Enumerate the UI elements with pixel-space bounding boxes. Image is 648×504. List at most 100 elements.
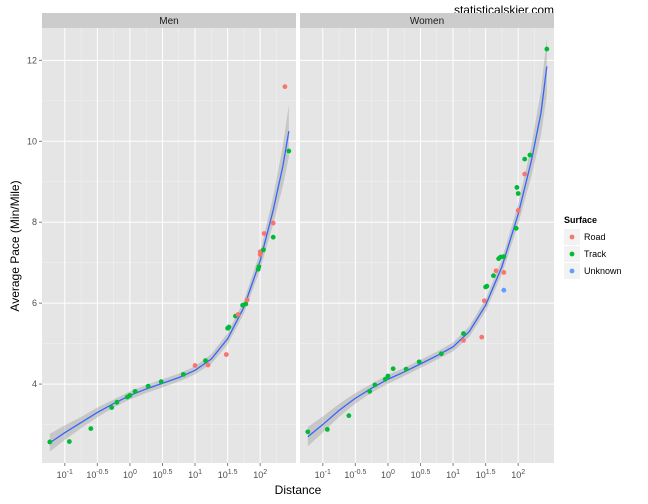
point-track bbox=[416, 359, 422, 365]
point-track bbox=[484, 283, 490, 289]
x-tick-label: 101.5 bbox=[218, 469, 238, 480]
point-track bbox=[114, 399, 120, 405]
x-tick-label: 100.5 bbox=[411, 469, 431, 480]
point-road bbox=[481, 298, 487, 304]
point-track bbox=[367, 388, 373, 394]
y-tick-label: 12 bbox=[27, 55, 37, 65]
y-tick-label: 6 bbox=[32, 298, 37, 308]
point-track bbox=[385, 373, 391, 379]
point-unknown bbox=[501, 287, 507, 293]
legend-key-unknown bbox=[569, 268, 575, 274]
point-road bbox=[493, 268, 499, 274]
point-track bbox=[461, 331, 466, 336]
x-axis-ticks: 10-1 10-0.5 100 100.5 101 101.5 102 bbox=[57, 463, 267, 480]
fit-line-path bbox=[49, 131, 290, 444]
point-road bbox=[461, 337, 466, 343]
data-points bbox=[305, 46, 550, 435]
point-track bbox=[522, 156, 528, 162]
gridlines bbox=[300, 28, 554, 463]
y-tick-label: 10 bbox=[27, 136, 37, 146]
confidence-band-area bbox=[49, 104, 289, 452]
x-tick-label: 102 bbox=[253, 469, 267, 480]
x-tick-label: 101.5 bbox=[476, 469, 496, 480]
point-track bbox=[203, 358, 208, 364]
data-points bbox=[47, 84, 292, 445]
point-road bbox=[515, 208, 521, 213]
point-track bbox=[47, 439, 53, 445]
point-track bbox=[491, 273, 496, 279]
point-road bbox=[261, 231, 267, 236]
legend-label-unknown: Unknown bbox=[584, 266, 622, 276]
point-track bbox=[270, 234, 276, 240]
point-track bbox=[127, 393, 133, 398]
point-track bbox=[256, 264, 262, 270]
x-tick-label: 102 bbox=[511, 469, 525, 480]
legend: Surface Road Track Unknown bbox=[564, 215, 622, 279]
smooth-fit-line bbox=[49, 131, 290, 444]
point-track bbox=[544, 46, 550, 52]
point-track bbox=[527, 152, 533, 158]
x-tick-label: 101 bbox=[188, 469, 202, 480]
point-road bbox=[192, 363, 198, 368]
point-track bbox=[261, 247, 266, 253]
x-tick-label: 100 bbox=[381, 469, 395, 480]
point-track bbox=[390, 366, 396, 372]
point-track bbox=[403, 366, 409, 372]
point-track bbox=[109, 405, 115, 410]
point-road bbox=[223, 352, 229, 357]
x-tick-label: 10-1 bbox=[315, 469, 331, 480]
point-track bbox=[66, 439, 72, 444]
point-road bbox=[479, 334, 485, 340]
point-track bbox=[514, 185, 520, 190]
point-road bbox=[235, 312, 241, 317]
point-road bbox=[270, 220, 276, 226]
point-road bbox=[244, 297, 250, 303]
point-track bbox=[501, 254, 507, 260]
panel-background bbox=[42, 28, 296, 463]
point-track bbox=[515, 191, 521, 196]
point-track bbox=[243, 301, 249, 307]
x-tick-label: 100 bbox=[123, 469, 137, 480]
point-track bbox=[382, 376, 388, 382]
point-track bbox=[145, 383, 151, 389]
x-axis-title: Distance bbox=[275, 483, 322, 497]
point-track bbox=[180, 371, 186, 377]
legend-key-road bbox=[569, 234, 575, 240]
y-axis: 4 6 8 10 12 bbox=[27, 55, 42, 389]
point-road bbox=[501, 270, 507, 275]
gridlines bbox=[42, 28, 296, 463]
x-axis-ticks: 10-1 10-0.5 100 100.5 101 101.5 102 bbox=[315, 463, 525, 480]
point-track bbox=[132, 388, 138, 394]
legend-label-track: Track bbox=[584, 249, 607, 259]
strip-background bbox=[42, 13, 296, 28]
point-track bbox=[372, 382, 378, 388]
y-tick-label: 4 bbox=[32, 379, 37, 389]
point-track bbox=[158, 379, 164, 385]
y-tick-label: 8 bbox=[32, 217, 37, 227]
x-tick-label: 10-1 bbox=[57, 469, 73, 480]
strip-label-women: Women bbox=[410, 16, 444, 27]
x-tick-label: 101 bbox=[446, 469, 460, 480]
point-road bbox=[282, 84, 288, 90]
panel-women: Women 10-1 10-0.5 100 100.5 101 101.5 102 bbox=[300, 13, 554, 480]
panel-men: Men 10-1 10-0.5 100 100.5 101 101.5 102 bbox=[42, 13, 296, 480]
smooth-fit-line bbox=[307, 66, 548, 438]
panel-background bbox=[300, 28, 554, 463]
point-track bbox=[438, 351, 444, 357]
point-track bbox=[324, 427, 330, 432]
strip-background bbox=[300, 13, 554, 28]
x-tick-label: 10-0.5 bbox=[344, 469, 366, 480]
point-track bbox=[226, 324, 232, 330]
point-road bbox=[522, 171, 528, 177]
point-track bbox=[305, 429, 311, 435]
point-track bbox=[513, 225, 519, 231]
x-tick-label: 100.5 bbox=[153, 469, 173, 480]
legend-label-road: Road bbox=[584, 232, 606, 242]
point-track bbox=[88, 426, 94, 431]
point-track bbox=[286, 148, 292, 154]
point-track bbox=[346, 413, 352, 419]
legend-key-track bbox=[569, 251, 575, 257]
strip-label-men: Men bbox=[159, 16, 178, 27]
point-road bbox=[205, 362, 211, 368]
